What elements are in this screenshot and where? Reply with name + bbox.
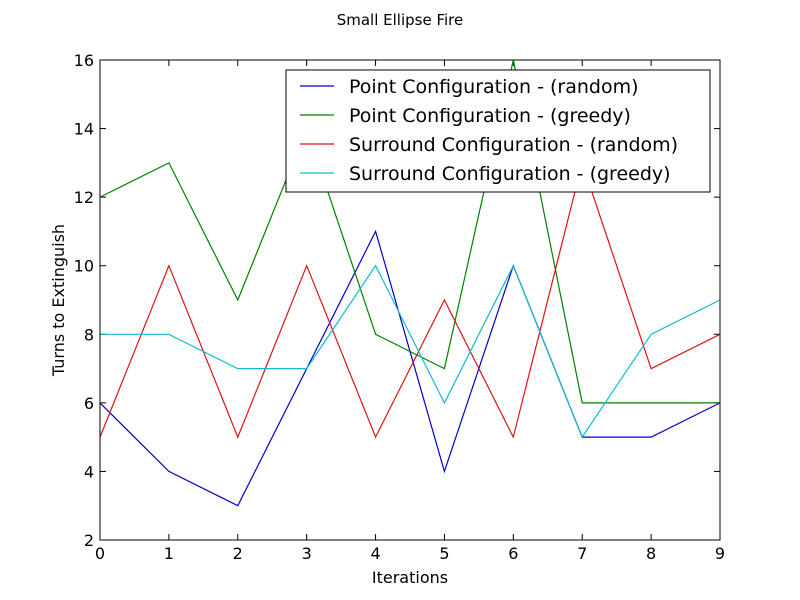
y-axis-label: Turns to Extinguish	[49, 224, 68, 377]
x-axis-label: Iterations	[372, 568, 448, 587]
legend-label: Point Configuration - (greedy)	[349, 105, 631, 127]
x-tick-label: 3	[302, 544, 312, 563]
y-tick-label: 2	[84, 531, 94, 550]
x-tick-label: 8	[646, 544, 656, 563]
plot-frame	[99, 59, 721, 541]
y-tick-label: 6	[84, 394, 94, 413]
x-tick-label: 9	[715, 544, 725, 563]
x-axis: 0 1 2 3 4 5 6 7 8 9	[95, 60, 725, 563]
legend-label: Point Configuration - (random)	[349, 76, 639, 98]
x-tick-label: 6	[508, 544, 518, 563]
y-tick-label: 4	[84, 462, 94, 481]
x-tick-label: 2	[233, 544, 243, 563]
series-line-2	[99, 59, 720, 404]
y-tick-label: 10	[74, 257, 94, 276]
x-tick-label: 7	[577, 544, 587, 563]
legend-label: Surround Configuration - (random)	[349, 134, 678, 156]
series-line-4	[100, 264, 721, 439]
y-axis: 2 4 6 8 10 12 14 16	[74, 51, 720, 550]
legend-label: Surround Configuration - (greedy)	[349, 163, 671, 185]
legend-box	[285, 69, 711, 193]
y-tick-label: 12	[74, 188, 94, 207]
x-tick-label: 0	[95, 544, 105, 563]
y-tick-label: 14	[74, 120, 94, 139]
chart-title: Small Ellipse Fire	[337, 11, 464, 29]
x-tick-label: 1	[164, 544, 174, 563]
x-tick-label: 5	[439, 544, 449, 563]
y-tick-label: 8	[84, 325, 94, 344]
series-lines	[99, 59, 721, 507]
legend: Point Configuration - (random) Point Conf…	[285, 69, 711, 193]
y-tick-label: 16	[74, 51, 94, 70]
x-tick-label: 4	[370, 544, 380, 563]
